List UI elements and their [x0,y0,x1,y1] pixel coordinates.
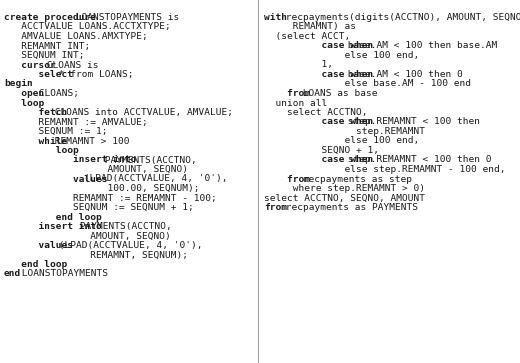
Text: case when: case when [264,155,373,164]
Text: LOANSTOPAYMENTS: LOANSTOPAYMENTS [16,269,108,278]
Text: select: select [4,70,73,79]
Text: AMOUNT, SEQNO): AMOUNT, SEQNO) [4,232,171,241]
Text: LOANSTOPAYMENTS is: LOANSTOPAYMENTS is [70,13,179,22]
Text: loop: loop [4,98,44,107]
Text: REMAMNT > 100: REMAMNT > 100 [49,136,130,146]
Text: from: from [264,175,310,184]
Text: else step.REMAMNT - 100 end,: else step.REMAMNT - 100 end, [264,165,505,174]
Text: end: end [4,269,21,278]
Text: open: open [4,89,44,98]
Text: REMAMNT) as: REMAMNT) as [264,23,356,32]
Text: insert into: insert into [4,222,102,231]
Text: step.REMAMNT < 100 then: step.REMAMNT < 100 then [342,118,480,126]
Text: AMOUNT, SEQNO): AMOUNT, SEQNO) [4,165,188,174]
Text: fetch: fetch [4,108,67,117]
Text: case when: case when [264,41,373,50]
Text: from: from [264,203,287,212]
Text: create procedure: create procedure [4,13,96,22]
Text: cursor: cursor [4,61,56,69]
Text: (LPAD(ACCTVALUE, 4, '0'),: (LPAD(ACCTVALUE, 4, '0'), [54,241,203,250]
Text: else base.AM - 100 end: else base.AM - 100 end [264,79,471,89]
Text: with: with [264,13,287,22]
Text: SEQNUM := 1;: SEQNUM := 1; [4,127,108,136]
Text: PAYMENTS(ACCTNO,: PAYMENTS(ACCTNO, [74,222,172,231]
Text: where step.REMAMNT > 0): where step.REMAMNT > 0) [264,184,425,193]
Text: ACCTVALUE LOANS.ACCTXTYPE;: ACCTVALUE LOANS.ACCTXTYPE; [4,23,171,32]
Text: LOANS as base: LOANS as base [297,89,378,98]
Text: 100.00, SEQNUM);: 100.00, SEQNUM); [4,184,200,193]
Text: (select ACCT,: (select ACCT, [264,32,350,41]
Text: else 100 end,: else 100 end, [264,51,419,60]
Text: values: values [4,241,73,250]
Text: * from LOANS;: * from LOANS; [54,70,134,79]
Text: values: values [4,175,108,184]
Text: CLOANS;: CLOANS; [33,89,79,98]
Text: insert into: insert into [4,155,136,164]
Text: 1,: 1, [264,61,333,69]
Text: union all: union all [264,98,327,107]
Text: base.AM < 100 then 0: base.AM < 100 then 0 [342,70,463,79]
Text: CLOANS into ACCTVALUE, AMVALUE;: CLOANS into ACCTVALUE, AMVALUE; [49,108,233,117]
Text: PAYMENTS(ACCTNO,: PAYMENTS(ACCTNO, [99,155,197,164]
Text: loop: loop [4,146,79,155]
Text: SEQNUM INT;: SEQNUM INT; [4,51,84,60]
Text: from: from [264,89,310,98]
Text: end loop: end loop [4,212,102,221]
Text: REMAMNT INT;: REMAMNT INT; [4,41,90,50]
Text: while: while [4,136,67,146]
Text: (LPAD(ACCTVALUE, 4, '0'),: (LPAD(ACCTVALUE, 4, '0'), [78,175,228,184]
Text: begin: begin [4,79,33,89]
Text: REMAMNT, SEQNUM);: REMAMNT, SEQNUM); [4,250,188,260]
Text: else 100 end,: else 100 end, [264,136,419,146]
Text: recpayments as step: recpayments as step [297,175,412,184]
Text: CLOANS is: CLOANS is [41,61,98,69]
Text: SEQNO + 1,: SEQNO + 1, [264,146,379,155]
Text: case when: case when [264,118,373,126]
Text: select ACCTNO,: select ACCTNO, [264,108,368,117]
Text: select ACCTNO, SEQNO, AMOUNT: select ACCTNO, SEQNO, AMOUNT [264,193,425,203]
Text: end loop: end loop [4,260,67,269]
Text: SEQNUM := SEQNUM + 1;: SEQNUM := SEQNUM + 1; [4,203,194,212]
Text: base.AM < 100 then base.AM: base.AM < 100 then base.AM [342,41,498,50]
Text: recpayments as PAYMENTS: recpayments as PAYMENTS [280,203,419,212]
Text: REMAMNT := AMVALUE;: REMAMNT := AMVALUE; [4,118,148,126]
Text: recpayments(digits(ACCTNO), AMOUNT, SEQNO,: recpayments(digits(ACCTNO), AMOUNT, SEQN… [280,13,520,22]
Text: REMAMNT := REMAMNT - 100;: REMAMNT := REMAMNT - 100; [4,193,217,203]
Text: step.REMAMNT < 100 then 0: step.REMAMNT < 100 then 0 [342,155,492,164]
Text: step.REMAMNT: step.REMAMNT [264,127,425,136]
Text: case when: case when [264,70,373,79]
Text: AMVALUE LOANS.AMXTYPE;: AMVALUE LOANS.AMXTYPE; [4,32,148,41]
